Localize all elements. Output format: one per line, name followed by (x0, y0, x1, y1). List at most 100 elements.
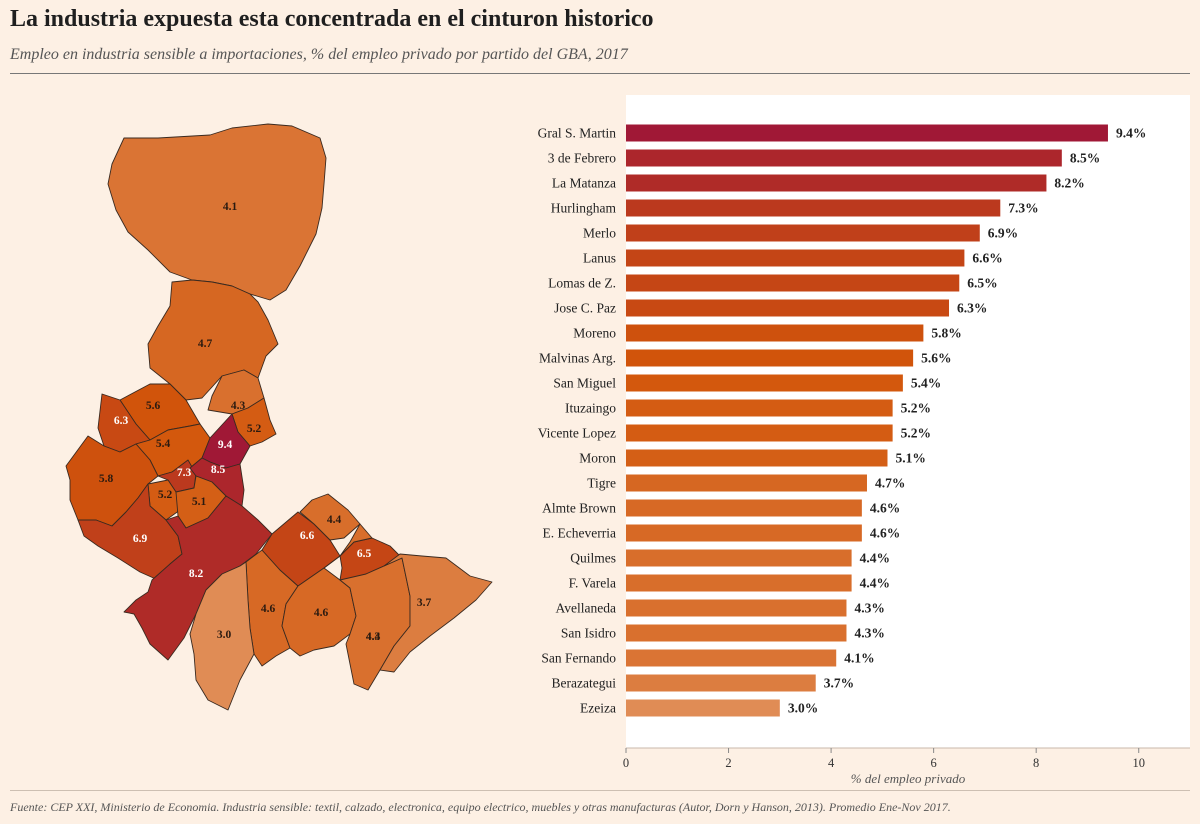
bar (626, 524, 862, 542)
value-label: 7.3% (1008, 201, 1038, 216)
x-tick-label: 4 (828, 756, 835, 770)
bar (626, 299, 950, 317)
value-label: 4.6% (870, 501, 900, 516)
value-label: 4.3% (854, 601, 884, 616)
bar (626, 699, 780, 717)
bar (626, 324, 924, 342)
category-label: Gral S. Martin (538, 126, 617, 141)
choropleth-map: 4.14.75.66.34.35.25.4 9.45.8 7.3 8.55.25.16… (65, 123, 493, 711)
x-tick-label: 0 (623, 756, 629, 770)
value-label: 3.7% (824, 676, 854, 691)
x-tick-label: 6 (931, 756, 937, 770)
map-region-label: 9.4 (218, 439, 233, 451)
category-label: Moron (579, 451, 616, 466)
value-label: 4.3% (854, 626, 884, 641)
bar (626, 649, 837, 667)
map-region-label: 6.6 (300, 530, 315, 542)
category-label: Hurlingham (551, 201, 617, 216)
map-region-label: 5.2 (247, 423, 262, 435)
map-region-label: 8.2 (189, 568, 204, 580)
map-region-label: 6.9 (133, 533, 148, 545)
value-label: 9.4% (1116, 126, 1146, 141)
bar (626, 249, 965, 267)
map-region (123, 495, 273, 661)
bar (626, 174, 1047, 192)
map-region-label: 5.8 (99, 473, 114, 485)
bar (626, 449, 888, 467)
bar (626, 349, 914, 367)
category-label: Lanus (583, 251, 616, 266)
x-tick-label: 10 (1132, 756, 1145, 770)
category-label: Tigre (587, 476, 616, 491)
value-label: 4.7% (875, 476, 905, 491)
x-axis-title: % del empleo privado (851, 771, 966, 786)
map-region-label: 8.5 (211, 464, 226, 476)
value-label: 5.8% (931, 326, 961, 341)
bar (626, 374, 903, 392)
value-label: 4.1% (844, 651, 874, 666)
value-label: 3.0% (788, 701, 818, 716)
bar (626, 149, 1062, 167)
category-label: Ituzaingo (565, 401, 616, 416)
x-tick-label: 2 (725, 756, 731, 770)
map-region-label: 5.6 (146, 400, 161, 412)
bar (626, 574, 852, 592)
x-tick-label: 8 (1033, 756, 1039, 770)
map-region-label: 4.1 (223, 201, 238, 213)
category-label: Vicente Lopez (538, 426, 616, 441)
category-label: San Miguel (553, 376, 616, 391)
category-label: La Matanza (552, 176, 616, 191)
category-label: Merlo (583, 226, 616, 241)
category-label: San Isidro (561, 626, 616, 641)
bar (626, 549, 852, 567)
value-label: 6.3% (957, 301, 987, 316)
category-label: 3 de Febrero (548, 151, 616, 166)
map-region-label: 4.6 (261, 603, 276, 615)
map-region-label: 5.1 (192, 496, 207, 508)
category-label: Lomas de Z. (548, 276, 616, 291)
category-label: Ezeiza (580, 701, 616, 716)
value-label: 8.5% (1070, 151, 1100, 166)
title-divider (10, 73, 1190, 74)
category-label: Avellaneda (556, 601, 616, 616)
map-region-label: 3.7 (417, 597, 432, 609)
value-label: 4.4% (860, 576, 890, 591)
footer-divider (10, 790, 1190, 791)
map-region-label: 4.3 (231, 400, 246, 412)
bar (626, 399, 893, 417)
map-region-label: 4.4 (327, 514, 342, 526)
value-label: 8.2% (1054, 176, 1084, 191)
value-label: 6.9% (988, 226, 1018, 241)
map-region (323, 523, 373, 569)
category-label: Jose C. Paz (554, 301, 616, 316)
category-label: Moreno (573, 326, 616, 341)
bar (626, 424, 893, 442)
map-region (189, 561, 255, 711)
value-label: 5.1% (895, 451, 925, 466)
map-region (379, 553, 493, 673)
bar (626, 124, 1108, 142)
source-note: Fuente: CEP XXI, Ministerio de Economia.… (10, 800, 951, 814)
category-label: F. Varela (569, 576, 616, 591)
bar (626, 674, 816, 692)
bar (626, 624, 847, 642)
bar (626, 274, 960, 292)
map-region-label: 6.3 (114, 415, 129, 427)
category-label: E. Echeverria (543, 526, 616, 541)
page-subtitle: Empleo en industria sensible a importaci… (10, 46, 628, 63)
map-region-label: 5.2 (158, 489, 173, 501)
map-region-label: 4.7 (198, 338, 213, 350)
category-label: Malvinas Arg. (539, 351, 616, 366)
value-label: 4.6% (870, 526, 900, 541)
map-region-label: 7.3 (177, 467, 192, 479)
map-region-label: 6.5 (357, 548, 372, 560)
category-label: Berazategui (552, 676, 617, 691)
bar (626, 499, 862, 517)
map-region-label: 4.3 (366, 631, 381, 643)
bar (626, 224, 980, 242)
value-label: 6.5% (967, 276, 997, 291)
category-label: San Fernando (541, 651, 616, 666)
map-region-label: 4.6 (314, 607, 329, 619)
value-label: 6.6% (972, 251, 1002, 266)
